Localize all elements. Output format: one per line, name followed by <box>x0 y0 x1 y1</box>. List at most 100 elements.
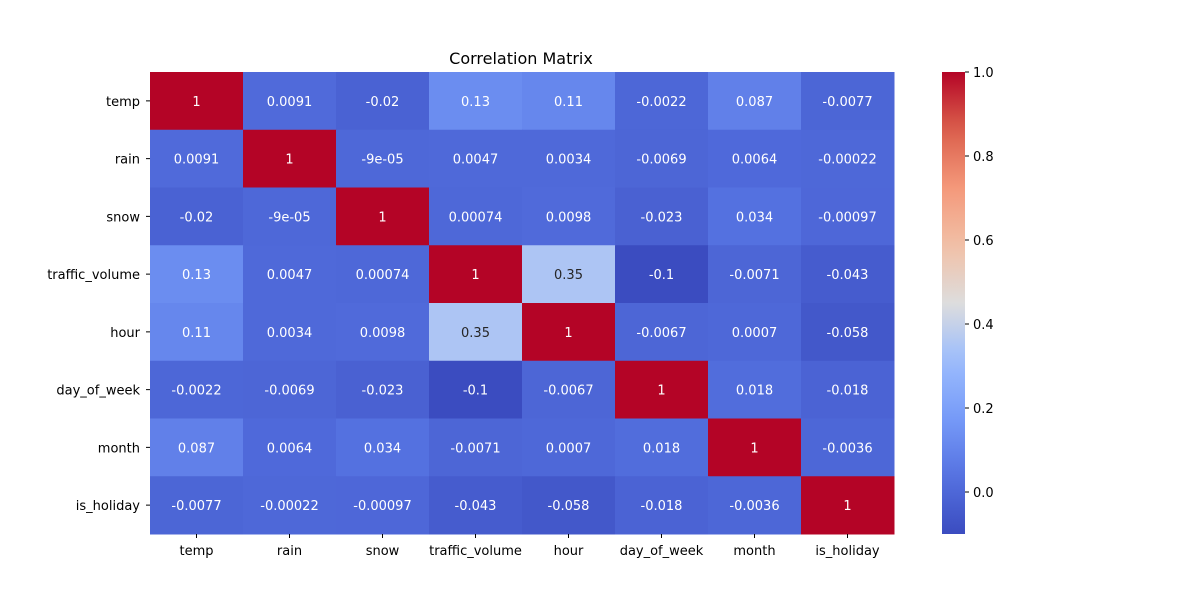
cell-annotation: -0.023 <box>641 210 683 225</box>
heatmap-cell <box>429 72 523 131</box>
heatmap-cell <box>801 476 895 535</box>
heatmap-cell <box>150 303 244 362</box>
x-tick-label: traffic_volume <box>429 544 522 559</box>
cell-annotation: 0.0047 <box>453 153 499 168</box>
heatmap-cell <box>615 245 709 304</box>
heatmap-cell <box>801 245 895 304</box>
x-tick-label: is_holiday <box>815 544 880 559</box>
colorbar-tick-label: 0.4 <box>973 318 994 333</box>
cell-annotation: 0.034 <box>364 441 401 456</box>
heatmap-cell <box>150 245 244 304</box>
cell-annotation: -9e-05 <box>361 153 403 168</box>
y-tick-label: hour <box>110 326 140 341</box>
cell-annotation: 0.0064 <box>732 153 778 168</box>
heatmap-cell <box>243 187 337 246</box>
cell-annotation: 0.11 <box>182 326 211 341</box>
cell-annotation: 0.087 <box>178 441 215 456</box>
colorbar-gradient <box>942 72 965 534</box>
x-tick-label: snow <box>366 544 400 559</box>
cell-annotation: 0.0034 <box>267 326 313 341</box>
cell-annotation: 1 <box>471 268 479 283</box>
heatmap-cell <box>615 187 709 246</box>
cell-annotation: -0.018 <box>641 499 683 514</box>
heatmap-cell <box>243 72 337 131</box>
heatmap-cell <box>150 72 244 131</box>
cell-annotation: -0.0069 <box>636 153 686 168</box>
cell-annotation: -0.0036 <box>729 499 779 514</box>
cell-annotation: 0.0034 <box>546 153 592 168</box>
cell-annotation: 0.35 <box>554 268 583 283</box>
heatmap-cell <box>150 129 244 188</box>
heatmap-cell <box>708 303 802 362</box>
cell-annotation: 0.00074 <box>449 210 503 225</box>
cell-annotation: 1 <box>564 326 572 341</box>
heatmap-cell <box>243 303 337 362</box>
heatmap-cell <box>522 129 616 188</box>
heatmap-cell <box>336 187 430 246</box>
cell-annotation: -0.0077 <box>822 95 872 110</box>
cell-annotation: -0.0069 <box>264 384 314 399</box>
cell-annotation: -0.0022 <box>636 95 686 110</box>
cell-annotation: 0.13 <box>461 95 490 110</box>
cell-annotation: 0.0098 <box>360 326 406 341</box>
heatmap-cell <box>708 129 802 188</box>
heatmap-cell <box>150 360 244 419</box>
colorbar-tick-label: 1.0 <box>973 66 994 81</box>
heatmap-cell <box>615 303 709 362</box>
heatmap-cell <box>150 418 244 477</box>
cell-annotation: 0.0091 <box>267 95 313 110</box>
x-tick-label: hour <box>554 544 584 559</box>
heatmap-cell <box>429 129 523 188</box>
heatmap-cell <box>429 476 523 535</box>
heatmap-cell <box>243 360 337 419</box>
cell-annotation: -0.00022 <box>260 499 318 514</box>
heatmap-cell <box>243 245 337 304</box>
heatmap-cell <box>708 360 802 419</box>
cell-annotation: -0.02 <box>366 95 400 110</box>
colorbar-tick-label: 0.8 <box>973 150 994 165</box>
heatmap-cell <box>336 303 430 362</box>
cell-annotation: 1 <box>285 153 293 168</box>
heatmap-cell <box>708 418 802 477</box>
cell-annotation: -0.0071 <box>450 441 500 456</box>
cell-annotation: -0.018 <box>827 384 869 399</box>
cell-annotation: -0.0071 <box>729 268 779 283</box>
y-tick-label: is_holiday <box>76 499 141 514</box>
cell-annotation: 0.087 <box>736 95 773 110</box>
colorbar-tick-label: 0.6 <box>973 234 994 249</box>
heatmap-cell <box>708 187 802 246</box>
cell-annotation: -0.0067 <box>636 326 686 341</box>
heatmap-cell <box>243 418 337 477</box>
heatmap-cell <box>615 476 709 535</box>
heatmap-cell <box>708 476 802 535</box>
heatmap-annotations: 1 0.0091 -0.02 0.13 0.11 -0.0022 0.087 -0.0077 0… <box>171 95 876 514</box>
colorbar-tick-label: 0.2 <box>973 402 994 417</box>
heatmap-cell <box>429 303 523 362</box>
heatmap-cell <box>522 303 616 362</box>
cell-annotation: 0.018 <box>736 384 773 399</box>
chart-title: Correlation Matrix <box>449 49 593 68</box>
heatmap-cell <box>336 72 430 131</box>
cell-annotation: -0.023 <box>362 384 404 399</box>
heatmap-cell <box>336 418 430 477</box>
cell-annotation: -0.0067 <box>543 384 593 399</box>
cell-annotation: 0.0047 <box>267 268 313 283</box>
heatmap-cell <box>708 72 802 131</box>
colorbar: 0.0 0.2 0.4 0.6 0.8 1.0 <box>942 66 994 534</box>
cell-annotation: -9e-05 <box>268 210 310 225</box>
cell-annotation: 0.0091 <box>174 153 220 168</box>
cell-annotation: -0.02 <box>180 210 214 225</box>
cell-annotation: 0.0098 <box>546 210 592 225</box>
cell-annotation: 0.0007 <box>732 326 778 341</box>
heatmap-cell <box>522 187 616 246</box>
x-tick-label: month <box>733 544 775 559</box>
heatmap-cell <box>522 476 616 535</box>
y-tick-label: temp <box>106 95 140 110</box>
cell-annotation: 0.00074 <box>356 268 410 283</box>
heatmap-cell <box>615 129 709 188</box>
heatmap-cell <box>522 360 616 419</box>
cell-annotation: -0.00097 <box>818 210 876 225</box>
heatmap-cell <box>801 72 895 131</box>
y-tick-label: day_of_week <box>56 384 140 399</box>
